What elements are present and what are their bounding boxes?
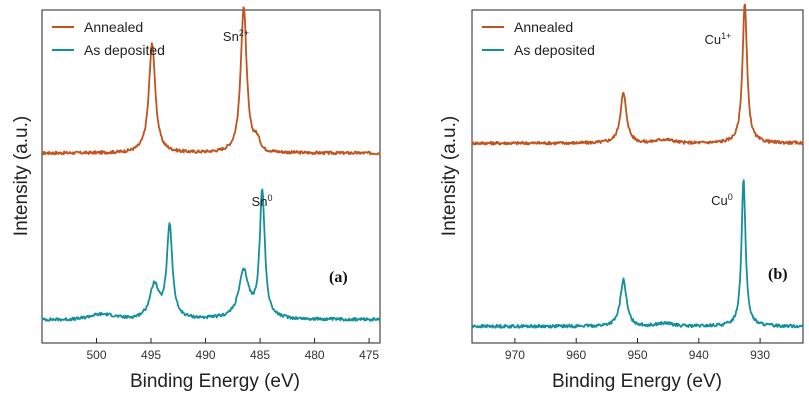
panel-a-legend: Annealed As deposited xyxy=(52,19,165,58)
x-tick-label: 950 xyxy=(627,348,647,362)
annotation-cu0-sup: 0 xyxy=(728,192,733,202)
panel-b: 970 960 950 940 930 Binding Energy (eV) Inte… xyxy=(439,3,804,392)
legend-label-as-deposited: As deposited xyxy=(84,42,165,58)
annotation-cu1plus-base: Cu xyxy=(705,32,722,47)
panel-b-x-ticks: 970 960 950 940 930 xyxy=(505,338,770,362)
series-line-annealed xyxy=(41,6,381,156)
panel-a: 500 495 490 485 480 475 Binding Energy (eV) I… xyxy=(11,6,381,392)
panel-a-ylabel: Intensity (a.u.) xyxy=(11,116,32,236)
panel-a-label: (a) xyxy=(329,269,348,286)
x-tick-label: 930 xyxy=(750,348,770,362)
panel-b-label: (b) xyxy=(768,266,788,283)
annotation-sn2plus-base: Sn xyxy=(223,29,239,44)
panel-b-frame xyxy=(471,9,804,344)
legend-label-as-deposited: As deposited xyxy=(514,42,595,58)
panel-b-ylabel: Intensity (a.u.) xyxy=(439,116,460,236)
annotation-sn0: Sn0 xyxy=(252,193,273,209)
annotation-cu0-base: Cu xyxy=(711,193,728,208)
x-tick-label: 485 xyxy=(250,348,270,362)
series-line-as-deposited xyxy=(471,179,804,329)
x-tick-label: 475 xyxy=(359,348,379,362)
panel-b-series xyxy=(471,3,804,329)
x-tick-label: 500 xyxy=(87,348,107,362)
annotation-cu0: Cu0 xyxy=(711,192,733,208)
x-tick-label: 495 xyxy=(141,348,161,362)
series-line-annealed xyxy=(471,3,804,146)
panel-a-x-ticks: 500 495 490 485 480 475 xyxy=(87,338,379,362)
x-tick-label: 960 xyxy=(566,348,586,362)
annotation-sn2plus: Sn2+ xyxy=(223,28,249,44)
annotation-sn0-sup: 0 xyxy=(267,193,272,203)
x-tick-label: 480 xyxy=(305,348,325,362)
legend-label-annealed: Annealed xyxy=(84,19,143,35)
panel-b-legend: Annealed As deposited xyxy=(482,19,595,58)
series-line-as-deposited xyxy=(41,188,381,322)
panel-b-xlabel: Binding Energy (eV) xyxy=(552,371,722,392)
panel-a-frame xyxy=(41,9,381,344)
annotation-cu1plus-sup: 1+ xyxy=(721,31,731,41)
legend-label-annealed: Annealed xyxy=(514,19,573,35)
x-tick-label: 940 xyxy=(689,348,709,362)
annotation-sn2plus-sup: 2+ xyxy=(239,28,249,38)
x-tick-label: 970 xyxy=(505,348,525,362)
panel-a-series xyxy=(41,6,381,322)
panel-a-xlabel: Binding Energy (eV) xyxy=(130,371,300,392)
x-tick-label: 490 xyxy=(196,348,216,362)
annotation-sn0-base: Sn xyxy=(252,194,268,209)
annotation-cu1plus: Cu1+ xyxy=(705,31,732,47)
